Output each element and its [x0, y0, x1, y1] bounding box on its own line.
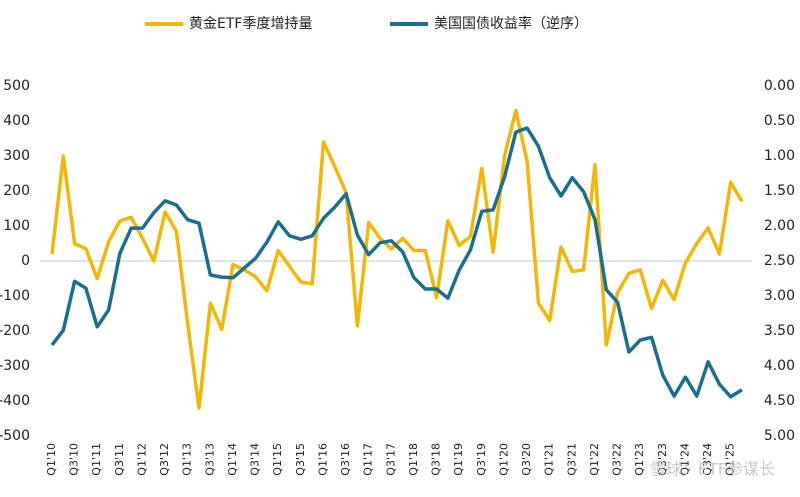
y-tick-label: -300: [0, 358, 30, 374]
x-tick-label: Q3'19: [475, 443, 488, 476]
y2-tick-label: 2.50: [764, 253, 795, 269]
x-tick-label: Q1'24: [678, 443, 691, 476]
y2-tick-label: 5.00: [764, 428, 795, 444]
x-tick-label: Q1'18: [407, 443, 420, 476]
x-tick-label: Q1'22: [588, 443, 601, 476]
y2-tick-label: 3.00: [764, 288, 795, 304]
x-tick-label: Q3'13: [203, 443, 216, 476]
x-tick-label: Q1'17: [362, 443, 375, 476]
x-tick-label: Q3'20: [520, 443, 533, 476]
series-line: [50, 126, 743, 399]
y2-tick-label: 0.50: [764, 113, 795, 129]
x-tick-label: Q3'18: [430, 443, 443, 476]
y2-tick-label: 1.00: [764, 148, 795, 164]
legend-label: 黄金ETF季度增持量: [189, 15, 312, 32]
y-tick-label: -100: [0, 288, 30, 304]
x-tick-label: Q3'10: [68, 443, 81, 476]
x-tick-label: Q1'13: [181, 443, 194, 476]
x-tick-label: Q1'15: [271, 443, 284, 476]
x-tick-label: Q3'17: [384, 443, 397, 476]
y-tick-label: -400: [0, 393, 30, 409]
x-tick-label: Q3'22: [611, 443, 624, 476]
watermark: 雪球：ETF参谋长: [650, 460, 775, 479]
y2-tick-label: 3.50: [764, 323, 795, 339]
x-tick-label: Q3'24: [701, 443, 714, 476]
x-tick-label: Q3'15: [294, 443, 307, 476]
y2-tick-label: 1.50: [764, 183, 795, 199]
x-tick-label: Q1'25: [724, 443, 737, 476]
x-tick-label: Q1'10: [45, 443, 58, 476]
x-tick-label: Q3'16: [339, 443, 352, 476]
x-tick-label: Q3'12: [158, 443, 171, 476]
y2-tick-label: 0.00: [764, 78, 795, 94]
x-tick-label: Q1'11: [90, 443, 103, 476]
x-tick-label: Q1'23: [633, 443, 646, 476]
x-tick-label: Q1'21: [543, 443, 556, 476]
x-tick-label: Q3'23: [656, 443, 669, 476]
y-tick-label: 300: [3, 148, 30, 164]
y-tick-label: 0: [21, 253, 30, 269]
y-tick-label: 100: [3, 218, 30, 234]
y2-tick-label: 2.00: [764, 218, 795, 234]
x-tick-label: Q1'20: [497, 443, 510, 476]
x-tick-label: Q1'16: [316, 443, 329, 476]
y2-tick-label: 4.00: [764, 358, 795, 374]
series-line: [50, 108, 744, 410]
y-tick-label: -200: [0, 323, 30, 339]
y-tick-label: 200: [3, 183, 30, 199]
x-tick-label: Q1'14: [226, 443, 239, 476]
y-tick-label: -500: [0, 428, 30, 444]
y-tick-label: 500: [3, 78, 30, 94]
y2-tick-label: 4.50: [764, 393, 795, 409]
legend-label: 美国国债收益率（逆序）: [434, 15, 588, 32]
x-tick-label: Q3'11: [113, 443, 126, 476]
x-tick-label: Q3'21: [565, 443, 578, 476]
x-tick-label: Q3'14: [249, 443, 262, 476]
y-tick-label: 400: [3, 113, 30, 129]
x-tick-label: Q1'12: [135, 443, 148, 476]
x-tick-label: Q1'19: [452, 443, 465, 476]
